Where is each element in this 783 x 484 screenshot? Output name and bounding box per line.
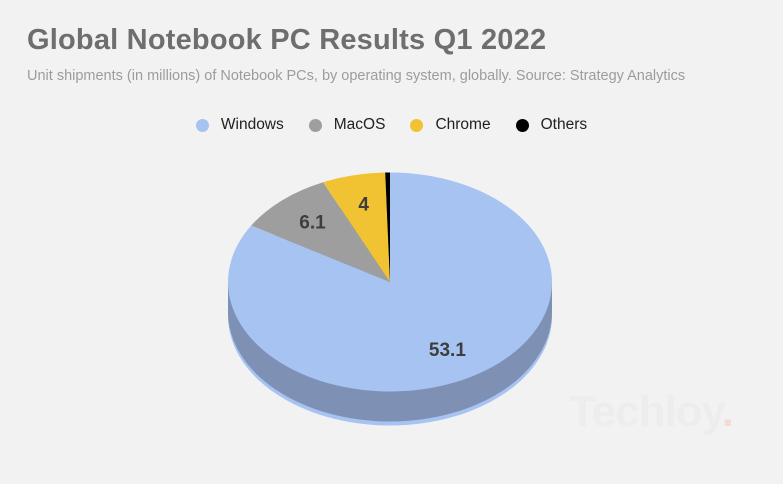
legend-swatch-chrome-icon <box>410 118 424 132</box>
legend-item-macos[interactable]: MacOS <box>308 116 386 134</box>
legend-swatch-others-icon <box>515 118 529 132</box>
pie-slice-others[interactable] <box>385 172 390 283</box>
slice-label-windows: 53.1 <box>429 340 466 361</box>
pie-slice-windows[interactable] <box>228 172 553 392</box>
chart-title: Global Notebook PC Results Q1 2022 <box>27 24 547 56</box>
legend-item-chrome[interactable]: Chrome <box>410 116 491 134</box>
pie-labels-group: 53.1 6.1 4 <box>299 195 466 361</box>
legend: Windows MacOS Chrome Others <box>0 116 783 134</box>
slice-label-chrome: 4 <box>358 195 369 216</box>
legend-item-others[interactable]: Others <box>515 116 588 134</box>
legend-label: Windows <box>220 116 284 133</box>
legend-swatch-windows-icon <box>195 118 209 132</box>
pie-slices-group <box>228 172 553 392</box>
watermark-dot: . <box>721 387 734 436</box>
watermark-text: Techloy <box>569 387 723 436</box>
watermark: Techloy. <box>569 387 734 437</box>
chart-subtitle: Unit shipments (in millions) of Notebook… <box>27 68 686 84</box>
legend-label: Chrome <box>435 116 491 133</box>
legend-label: Others <box>540 116 588 133</box>
slice-label-macos: 6.1 <box>299 213 326 234</box>
pie-slice-chrome[interactable] <box>323 172 390 282</box>
legend-label: MacOS <box>333 116 386 133</box>
pie-slice-macos[interactable] <box>251 182 390 282</box>
legend-swatch-macos-icon <box>308 118 322 132</box>
legend-item-windows[interactable]: Windows <box>195 116 284 134</box>
